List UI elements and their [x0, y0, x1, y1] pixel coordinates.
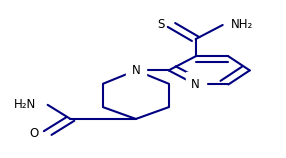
Text: H₂N: H₂N — [14, 98, 36, 111]
Text: O: O — [30, 127, 39, 140]
Text: N: N — [132, 64, 140, 77]
Text: N: N — [191, 78, 200, 91]
Text: S: S — [157, 18, 164, 31]
Text: NH₂: NH₂ — [231, 18, 253, 31]
